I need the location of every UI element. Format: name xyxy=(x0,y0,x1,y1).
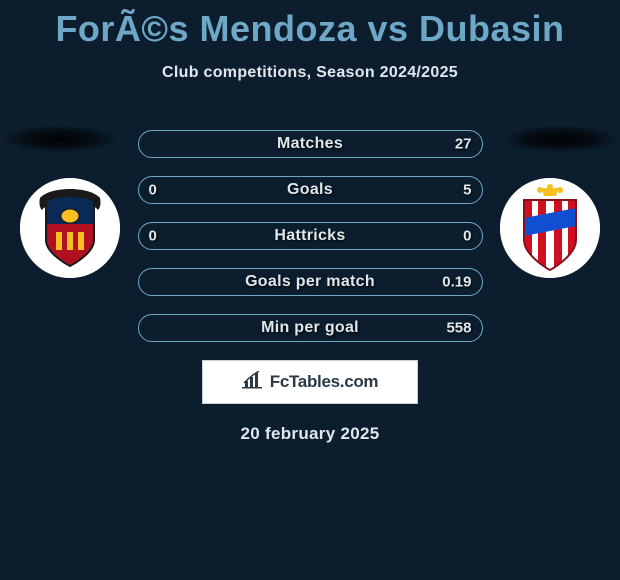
stat-label: Matches xyxy=(277,135,343,153)
crest-shadow-right xyxy=(500,125,620,153)
stat-row-min-per-goal: Min per goal 558 xyxy=(138,314,483,342)
crest-shadow-left xyxy=(0,125,120,153)
subtitle: Club competitions, Season 2024/2025 xyxy=(0,64,620,82)
stat-label: Goals xyxy=(287,181,333,199)
stat-left-value: 0 xyxy=(149,182,157,199)
stat-right-value: 5 xyxy=(463,182,471,199)
stat-left-value: 0 xyxy=(149,228,157,245)
date: 20 february 2025 xyxy=(0,424,620,444)
stat-label: Hattricks xyxy=(274,227,345,245)
stat-row-hattricks: 0 Hattricks 0 xyxy=(138,222,483,250)
stats-table: Matches 27 0 Goals 5 0 Hattricks 0 Goals… xyxy=(138,130,483,342)
chart-icon xyxy=(242,371,264,394)
stat-right-value: 27 xyxy=(455,136,472,153)
stat-row-goals: 0 Goals 5 xyxy=(138,176,483,204)
title: ForÃ©s Mendoza vs Dubasin xyxy=(0,0,620,50)
fctables-watermark[interactable]: FcTables.com xyxy=(202,360,418,404)
stat-label: Min per goal xyxy=(261,319,359,337)
stat-row-goals-per-match: Goals per match 0.19 xyxy=(138,268,483,296)
sporting-gijon-crest xyxy=(500,178,600,278)
stat-right-value: 0.19 xyxy=(442,274,471,291)
levante-crest xyxy=(20,178,120,278)
stat-label: Goals per match xyxy=(245,273,375,291)
stat-right-value: 558 xyxy=(446,320,471,337)
stat-right-value: 0 xyxy=(463,228,471,245)
watermark-text: FcTables.com xyxy=(270,372,379,392)
stat-row-matches: Matches 27 xyxy=(138,130,483,158)
